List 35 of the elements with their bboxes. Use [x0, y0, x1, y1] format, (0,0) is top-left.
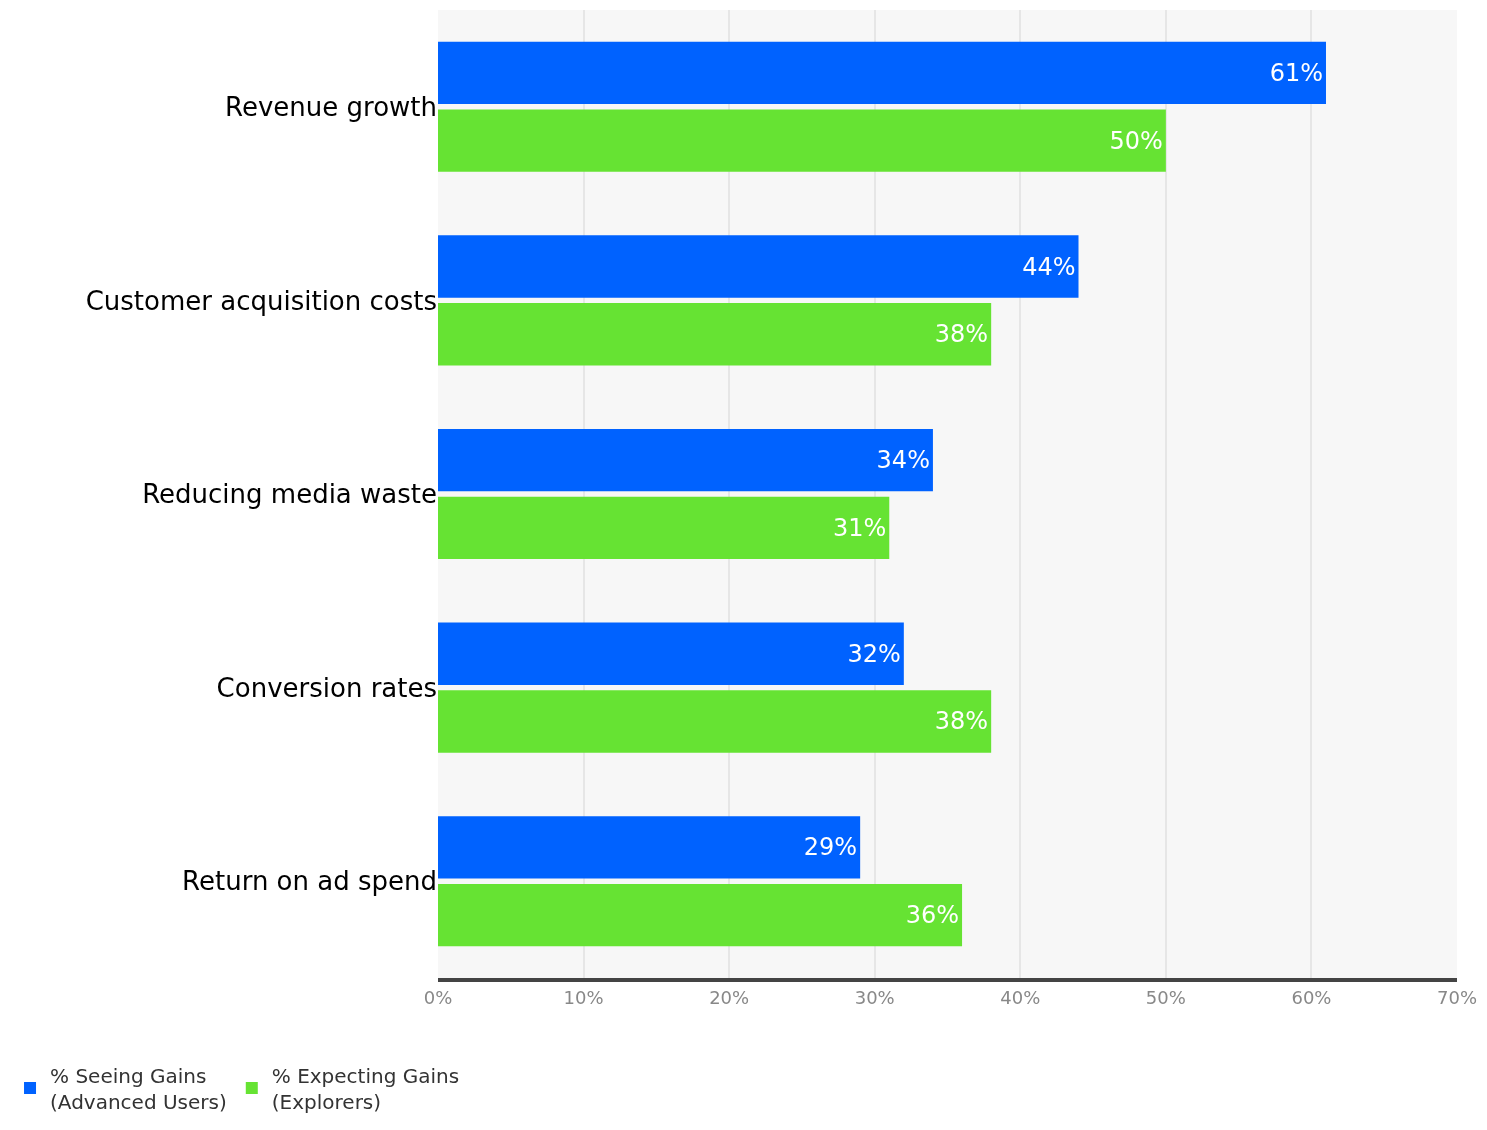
bar	[438, 235, 1079, 298]
bar	[438, 428, 933, 492]
bar	[438, 41, 1326, 105]
y-tick-label: Revenue growth	[225, 91, 437, 122]
x-tick-label: 0%	[423, 986, 453, 1008]
bar	[438, 622, 904, 685]
legend-label: % Expecting Gains (Explorers)	[271, 1063, 460, 1114]
x-tick-label: 20%	[709, 986, 750, 1008]
bar	[438, 109, 1166, 172]
data-label: 34%	[876, 446, 930, 475]
x-tick-label: 30%	[854, 986, 895, 1008]
y-tick-label: Conversion rates	[216, 672, 437, 703]
bar	[438, 816, 861, 879]
data-label: 50%	[1109, 126, 1163, 155]
bar	[438, 303, 992, 366]
x-tick-label: 50%	[1145, 986, 1186, 1008]
bar	[438, 883, 963, 947]
data-label: 44%	[1022, 252, 1076, 281]
x-tick-label: 40%	[1000, 986, 1041, 1008]
y-tick-label: Customer acquisition costs	[85, 285, 437, 316]
x-tick-label: 70%	[1436, 986, 1478, 1008]
y-tick-label: Return on ad spend	[182, 866, 437, 897]
data-label: 36%	[905, 901, 960, 930]
bar	[438, 690, 992, 753]
data-label: 29%	[803, 833, 858, 862]
y-tick-label: Reducing media waste	[142, 479, 437, 510]
data-label: 61%	[1269, 58, 1323, 87]
bar	[438, 496, 890, 560]
legend-label: % Seeing Gains (Advanced Users)	[50, 1063, 227, 1114]
x-tick-label: 60%	[1291, 986, 1332, 1008]
data-label: 31%	[832, 513, 887, 542]
data-label: 38%	[934, 320, 989, 349]
x-tick-label: 10%	[563, 986, 604, 1008]
data-label: 32%	[847, 639, 901, 668]
data-label: 38%	[934, 707, 989, 736]
